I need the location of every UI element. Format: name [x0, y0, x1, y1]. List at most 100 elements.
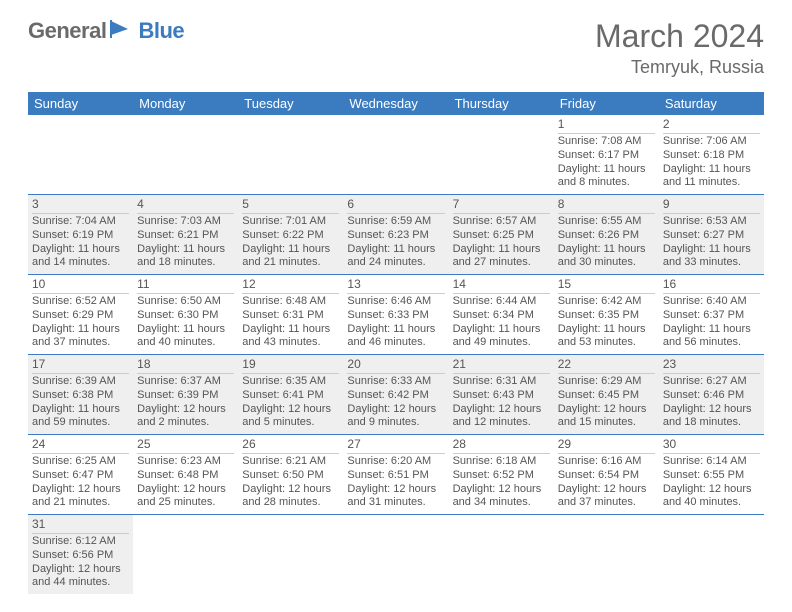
day-detail-line: Sunset: 6:26 PM: [558, 229, 655, 243]
day-detail-line: Daylight: 12 hours and 28 minutes.: [242, 483, 339, 511]
day-detail-line: Sunset: 6:54 PM: [558, 469, 655, 483]
day-detail-line: Daylight: 11 hours and 40 minutes.: [137, 323, 234, 351]
day-detail-line: Sunset: 6:45 PM: [558, 389, 655, 403]
day-header-row: Sunday Monday Tuesday Wednesday Thursday…: [28, 92, 764, 115]
day-number: 14: [453, 277, 550, 294]
day-detail-line: Sunset: 6:29 PM: [32, 309, 129, 323]
day-number: 15: [558, 277, 655, 294]
day-detail-line: Sunrise: 6:25 AM: [32, 455, 129, 469]
day-cell: 1Sunrise: 7:08 AMSunset: 6:17 PMDaylight…: [554, 115, 659, 194]
empty-cell: [133, 515, 238, 594]
day-cell: 17Sunrise: 6:39 AMSunset: 6:38 PMDayligh…: [28, 355, 133, 434]
day-detail-line: Sunset: 6:22 PM: [242, 229, 339, 243]
day-detail-line: Daylight: 11 hours and 53 minutes.: [558, 323, 655, 351]
day-detail-line: Daylight: 11 hours and 59 minutes.: [32, 403, 129, 431]
day-cell: 30Sunrise: 6:14 AMSunset: 6:55 PMDayligh…: [659, 435, 764, 514]
day-number: 9: [663, 197, 760, 214]
day-detail-line: Sunset: 6:55 PM: [663, 469, 760, 483]
day-number: 20: [347, 357, 444, 374]
day-cell: 14Sunrise: 6:44 AMSunset: 6:34 PMDayligh…: [449, 275, 554, 354]
day-number: 1: [558, 117, 655, 134]
day-detail-line: Sunset: 6:27 PM: [663, 229, 760, 243]
day-cell: 10Sunrise: 6:52 AMSunset: 6:29 PMDayligh…: [28, 275, 133, 354]
day-number: 17: [32, 357, 129, 374]
day-detail-line: Sunset: 6:42 PM: [347, 389, 444, 403]
day-detail-line: Sunset: 6:47 PM: [32, 469, 129, 483]
day-number: 24: [32, 437, 129, 454]
day-detail-line: Sunset: 6:30 PM: [137, 309, 234, 323]
day-detail-line: Sunset: 6:17 PM: [558, 149, 655, 163]
day-cell: 2Sunrise: 7:06 AMSunset: 6:18 PMDaylight…: [659, 115, 764, 194]
empty-cell: [133, 115, 238, 194]
title-block: March 2024 Temryuk, Russia: [595, 18, 764, 78]
day-detail-line: Daylight: 11 hours and 37 minutes.: [32, 323, 129, 351]
day-number: 13: [347, 277, 444, 294]
week-row: 24Sunrise: 6:25 AMSunset: 6:47 PM Dayligh…: [28, 435, 764, 515]
day-cell: 4Sunrise: 7:03 AMSunset: 6:21 PMDaylight…: [133, 195, 238, 274]
day-number: 21: [453, 357, 550, 374]
day-detail-line: Daylight: 12 hours and 12 minutes.: [453, 403, 550, 431]
day-number: 22: [558, 357, 655, 374]
dayhead-thursday: Thursday: [449, 92, 554, 115]
empty-cell: [449, 115, 554, 194]
day-cell: 23Sunrise: 6:27 AMSunset: 6:46 PMDayligh…: [659, 355, 764, 434]
day-detail-line: Daylight: 12 hours and 40 minutes.: [663, 483, 760, 511]
day-detail-line: Daylight: 11 hours and 46 minutes.: [347, 323, 444, 351]
day-detail-line: Sunrise: 6:20 AM: [347, 455, 444, 469]
day-number: 11: [137, 277, 234, 294]
day-detail-line: Daylight: 11 hours and 43 minutes.: [242, 323, 339, 351]
day-detail-line: Sunset: 6:19 PM: [32, 229, 129, 243]
day-number: 25: [137, 437, 234, 454]
day-detail-line: Sunrise: 7:08 AM: [558, 135, 655, 149]
day-number: 16: [663, 277, 760, 294]
day-detail-line: Daylight: 12 hours and 31 minutes.: [347, 483, 444, 511]
day-detail-line: Daylight: 11 hours and 56 minutes.: [663, 323, 760, 351]
day-detail-line: Daylight: 11 hours and 11 minutes.: [663, 163, 760, 191]
day-detail-line: Sunrise: 6:57 AM: [453, 215, 550, 229]
day-detail-line: Sunset: 6:50 PM: [242, 469, 339, 483]
day-detail-line: Sunset: 6:39 PM: [137, 389, 234, 403]
day-cell: 6Sunrise: 6:59 AMSunset: 6:23 PMDaylight…: [343, 195, 448, 274]
dayhead-tuesday: Tuesday: [238, 92, 343, 115]
day-detail-line: Sunrise: 6:37 AM: [137, 375, 234, 389]
day-detail-line: Sunrise: 6:23 AM: [137, 455, 234, 469]
day-cell: 27Sunrise: 6:20 AMSunset: 6:51 PMDayligh…: [343, 435, 448, 514]
dayhead-saturday: Saturday: [659, 92, 764, 115]
day-number: 7: [453, 197, 550, 214]
day-detail-line: Sunrise: 6:27 AM: [663, 375, 760, 389]
logo: General Blue: [28, 18, 184, 44]
day-cell: 3Sunrise: 7:04 AMSunset: 6:19 PMDaylight…: [28, 195, 133, 274]
day-detail-line: Daylight: 12 hours and 15 minutes.: [558, 403, 655, 431]
day-cell: 20Sunrise: 6:33 AMSunset: 6:42 PMDayligh…: [343, 355, 448, 434]
day-number: 2: [663, 117, 760, 134]
day-detail-line: Daylight: 12 hours and 5 minutes.: [242, 403, 339, 431]
day-detail-line: Daylight: 12 hours and 37 minutes.: [558, 483, 655, 511]
dayhead-friday: Friday: [554, 92, 659, 115]
week-row: 1Sunrise: 7:08 AMSunset: 6:17 PM Daylight…: [28, 115, 764, 195]
empty-cell: [343, 515, 448, 594]
day-cell: 9Sunrise: 6:53 AMSunset: 6:27 PMDaylight…: [659, 195, 764, 274]
empty-cell: [28, 115, 133, 194]
day-number: 26: [242, 437, 339, 454]
day-detail-line: Sunset: 6:18 PM: [663, 149, 760, 163]
day-detail-line: Sunset: 6:33 PM: [347, 309, 444, 323]
day-detail-line: Sunrise: 6:48 AM: [242, 295, 339, 309]
day-detail-line: Sunset: 6:21 PM: [137, 229, 234, 243]
day-detail-line: Daylight: 12 hours and 2 minutes.: [137, 403, 234, 431]
day-detail-line: Daylight: 12 hours and 25 minutes.: [137, 483, 234, 511]
day-number: 31: [32, 517, 129, 534]
day-number: 23: [663, 357, 760, 374]
day-number: 18: [137, 357, 234, 374]
day-cell: 15Sunrise: 6:42 AMSunset: 6:35 PMDayligh…: [554, 275, 659, 354]
day-detail-line: Sunrise: 6:33 AM: [347, 375, 444, 389]
day-number: 12: [242, 277, 339, 294]
day-detail-line: Daylight: 11 hours and 21 minutes.: [242, 243, 339, 271]
day-cell: 29Sunrise: 6:16 AMSunset: 6:54 PMDayligh…: [554, 435, 659, 514]
day-cell: 8Sunrise: 6:55 AMSunset: 6:26 PMDaylight…: [554, 195, 659, 274]
day-number: 6: [347, 197, 444, 214]
dayhead-sunday: Sunday: [28, 92, 133, 115]
empty-cell: [449, 515, 554, 594]
calendar: Sunday Monday Tuesday Wednesday Thursday…: [28, 92, 764, 594]
day-detail-line: Sunrise: 7:03 AM: [137, 215, 234, 229]
day-number: 27: [347, 437, 444, 454]
